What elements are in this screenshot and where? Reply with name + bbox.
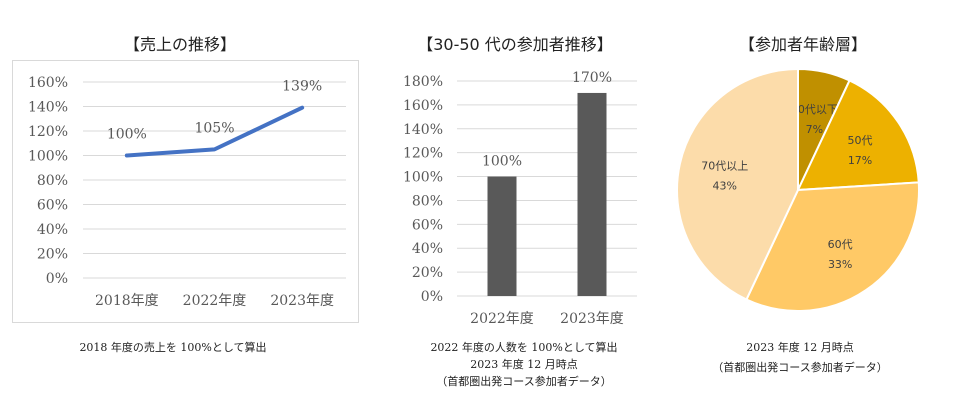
- y-tick-label: 100%: [403, 170, 443, 186]
- data-label: 100%: [107, 127, 147, 143]
- sales-line-chart: 【売上の推移】 0% 20% 40% 60% 80% 100% 120% 140% 160% 20…: [12, 35, 359, 354]
- age-pie-chart: 【参加者年齢層】 40代以下 7% 50代 17% 60代 33% 70代以上 43% 202…: [676, 35, 920, 374]
- chart-title: 【30-50 代の参加者推移】: [417, 35, 613, 54]
- slice-label: 50代: [848, 134, 873, 147]
- x-tick-label: 2018年度: [95, 293, 159, 309]
- x-tick-label: 2023年度: [270, 293, 334, 309]
- pie-slice: [676, 67, 799, 301]
- pie-slice: [745, 181, 920, 312]
- slice-value-label: 43%: [713, 180, 737, 193]
- y-tick-label: 0%: [46, 271, 68, 287]
- chart-note: （首都圏出発コース参加者データ）: [712, 360, 887, 374]
- slice-value-label: 7%: [806, 123, 823, 136]
- y-tick-label: 20%: [37, 247, 68, 263]
- pie-slice: [796, 79, 920, 192]
- x-tick-label: 2022年度: [183, 293, 247, 309]
- y-tick-label: 140%: [403, 122, 443, 138]
- y-tick-label: 120%: [403, 146, 443, 162]
- y-tick-label: 160%: [403, 98, 443, 114]
- y-tick-label: 100%: [28, 149, 68, 165]
- slice-value-label: 17%: [848, 154, 872, 167]
- chart-title: 【売上の推移】: [124, 35, 236, 54]
- slice-label: 70代以上: [701, 160, 748, 173]
- slice-label: 40代以下: [791, 103, 838, 116]
- chart-note: 2018 年度の売上を 100%として算出: [79, 340, 266, 354]
- chart-note: 2023 年度 12 月時点: [470, 357, 577, 371]
- slice-label: 60代: [828, 238, 853, 251]
- data-label: 170%: [572, 70, 612, 86]
- y-tick-label: 140%: [28, 100, 68, 116]
- participants-bar-chart: 【30-50 代の参加者推移】 0% 20% 40% 60% 80% 100% 120% 14…: [403, 35, 637, 388]
- y-tick-label: 160%: [28, 75, 68, 91]
- slice-value-label: 33%: [828, 258, 852, 271]
- data-label: 139%: [282, 79, 322, 95]
- y-tick-label: 40%: [37, 222, 68, 238]
- bar: [577, 92, 607, 296]
- y-tick-label: 60%: [37, 198, 68, 214]
- x-tick-label: 2022年度: [470, 311, 534, 327]
- series-line: [124, 105, 305, 158]
- chart-note: 2023 年度 12 月時点: [746, 340, 853, 354]
- chart-note: （首都圏出発コース参加者データ）: [436, 374, 611, 388]
- x-tick-label: 2023年度: [560, 311, 624, 327]
- y-tick-label: 80%: [37, 173, 68, 189]
- data-label: 100%: [482, 154, 522, 170]
- y-tick-label: 0%: [421, 289, 443, 305]
- y-tick-label: 80%: [412, 193, 443, 209]
- chart-frame: [12, 60, 359, 323]
- chart-title: 【参加者年齢層】: [739, 35, 867, 54]
- y-tick-label: 40%: [412, 241, 443, 257]
- data-label: 105%: [194, 120, 234, 136]
- chart-note: 2022 年度の人数を 100%として算出: [430, 340, 617, 354]
- bar: [487, 176, 517, 296]
- y-tick-label: 20%: [412, 265, 443, 281]
- y-tick-label: 180%: [403, 74, 443, 90]
- y-tick-label: 60%: [412, 217, 443, 233]
- y-tick-label: 120%: [28, 124, 68, 140]
